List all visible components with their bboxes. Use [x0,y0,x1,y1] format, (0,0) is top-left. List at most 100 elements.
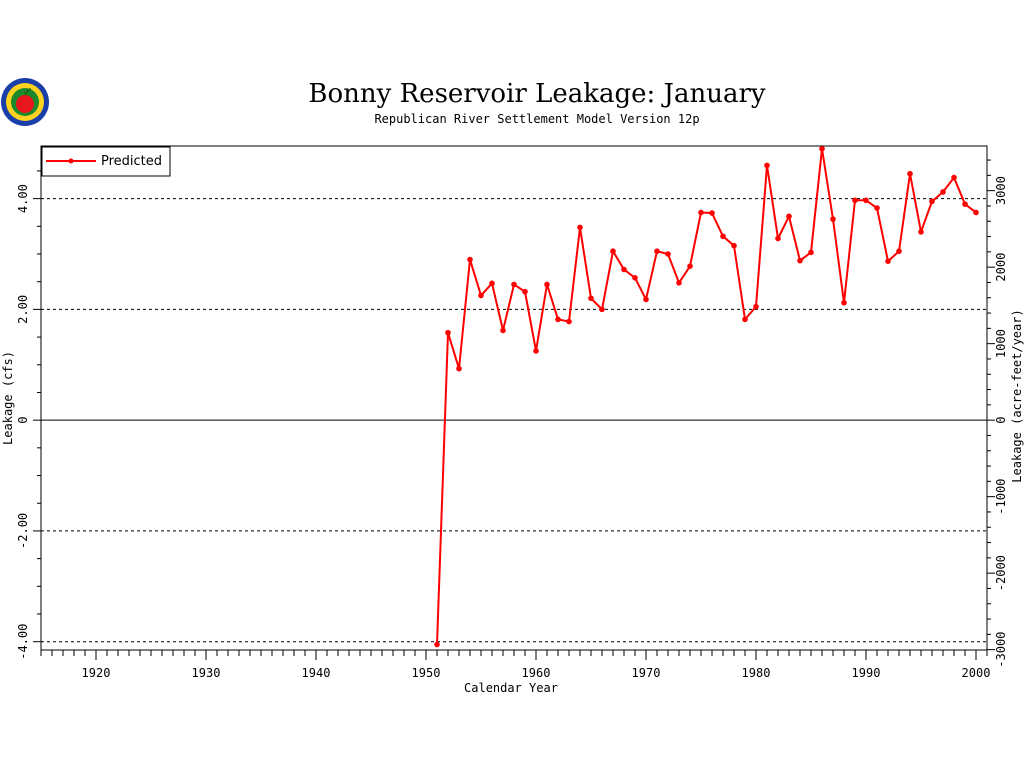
data-point [687,263,693,269]
series-segment [458,258,471,370]
data-point [973,209,979,216]
series-segment [766,164,779,240]
data-point [632,275,638,281]
data-point [808,249,814,256]
data-point [720,233,726,240]
y2-tick-label: 0 [994,417,1008,424]
series-segment [645,250,658,301]
data-point [951,174,957,181]
x-tick-label: 1930 [192,666,221,680]
plot-frame [40,145,988,651]
y2-tick-label: -3000 [994,632,1008,668]
series-segment [810,147,823,254]
series-segment [832,218,845,304]
data-point [566,318,572,325]
data-point [621,266,627,273]
series-segment [491,282,504,332]
y-tick-label: 0 [16,417,30,424]
data-point [830,216,836,222]
data-point [764,162,770,169]
series-segment [447,331,460,370]
y2-tick-label: 1000 [994,329,1008,358]
x-tick-label: 1940 [302,666,331,680]
x-tick-label: 1960 [522,666,551,680]
series-segment [744,305,757,321]
series-segment [502,283,515,332]
series-segment [821,147,834,221]
data-point [599,306,605,313]
series-segment [436,331,449,646]
data-point [643,296,649,303]
series-segment [909,172,922,233]
legend-label: Predicted [101,154,162,169]
series-segment [667,253,680,284]
data-point [489,280,495,287]
series-segment [953,176,966,206]
data-point [731,242,737,249]
data-point [500,327,506,334]
data-point [896,248,902,255]
series-segment [898,172,911,253]
x-axis-ticks: 1920 1930 1940 1950 1960 1970 1980 1990 2000 [40,650,991,680]
data-point [588,295,594,302]
data-point [445,329,451,336]
data-point [797,257,803,264]
y2-tick-label: 3000 [994,176,1008,205]
chart-subtitle: Republican River Settlement Model Versio… [374,112,699,126]
data-point [885,258,891,265]
y2-axis-label: Leakage (acre-feet/year) [1010,309,1024,482]
data-point [577,224,583,231]
y-tick-label: -4.00 [16,624,30,660]
series-segment [469,258,482,297]
y2-axis-ticks: -3000 -2000 -1000 0 1000 2000 3000 [987,159,1008,668]
data-point [511,281,517,288]
data-point [544,281,550,288]
data-point [907,170,913,177]
series-segment [601,250,614,311]
series-segment [568,226,581,323]
series-segment [535,283,548,352]
x-tick-label: 2000 [962,666,991,680]
data-point [753,303,759,310]
y2-tick-label: -1000 [994,479,1008,515]
series-segment [843,199,856,304]
x-tick-label: 1950 [412,666,441,680]
series-segment [678,265,691,284]
data-point [698,209,704,216]
data-point [434,641,440,648]
y2-tick-label: 2000 [994,253,1008,282]
data-point [962,201,968,207]
data-point [852,197,858,204]
y-tick-label: 2.00 [16,295,30,324]
gridlines [41,198,987,643]
chart-title: Bonny Reservoir Leakage: January [308,79,765,109]
data-point [478,292,484,299]
series-segment [579,226,592,300]
series-segment [942,176,955,193]
legend: Predicted [41,146,171,177]
data-point [467,256,473,263]
data-point [533,348,539,354]
y-tick-label: -2.00 [16,513,30,549]
data-point [456,365,462,372]
series-segment [920,200,933,233]
data-point [610,248,616,255]
data-point [665,251,671,257]
x-tick-label: 1990 [852,666,881,680]
series-segment [634,276,647,301]
data-point [940,189,946,195]
data-point [929,198,935,205]
x-axis-label: Calendar Year [464,681,558,695]
y-tick-label: 4.00 [16,184,30,213]
legend-marker [68,158,74,164]
series-segment [777,215,790,240]
data-point [555,316,561,323]
series-segment [733,244,746,321]
logo [1,78,49,126]
series-segment [876,207,889,263]
data-point [742,316,748,323]
series-segment [788,215,801,262]
y2-tick-label: -2000 [994,555,1008,591]
